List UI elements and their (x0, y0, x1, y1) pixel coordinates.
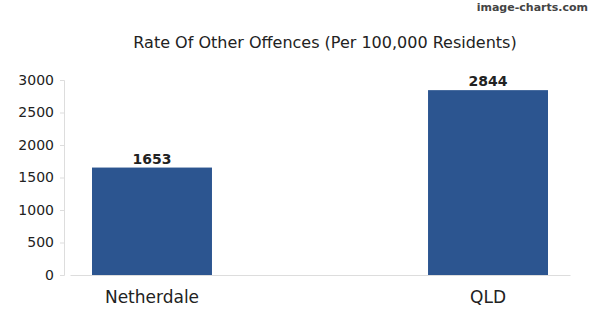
y-tick-mark (60, 243, 64, 244)
bars (92, 90, 548, 275)
y-tick-label: 1500 (18, 169, 54, 185)
y-tick: 1500 (18, 169, 64, 185)
y-tick: 2500 (18, 104, 64, 120)
y-tick-label: 1000 (18, 202, 54, 218)
y-tick: 1000 (18, 202, 64, 218)
y-tick-label: 3000 (18, 72, 54, 88)
y-tick: 500 (27, 234, 64, 250)
x-tick: Netherdale (105, 275, 199, 307)
y-tick-label: 2000 (18, 137, 54, 153)
y-tick-mark (60, 178, 64, 179)
bar (428, 90, 548, 275)
y-tick-mark (60, 113, 64, 114)
x-axis: Netherdale QLD (71, 275, 571, 307)
y-tick-mark (60, 210, 64, 211)
x-tick-label: Netherdale (105, 287, 199, 307)
y-axis: 0 500 1000 1500 2000 2500 3000 (18, 72, 64, 283)
chart: image-charts.com Rate Of Other Offences (… (0, 0, 592, 333)
data-label: 1653 (133, 151, 172, 167)
y-tick-mark (60, 145, 64, 146)
bar (92, 168, 212, 275)
y-tick-label: 2500 (18, 104, 54, 120)
y-axis-line (60, 81, 65, 276)
y-tick: 3000 (18, 72, 64, 88)
y-tick-mark (60, 275, 64, 276)
y-tick-label: 500 (27, 234, 54, 250)
y-tick: 2000 (18, 137, 64, 153)
x-tick-label: QLD (470, 287, 506, 307)
y-tick: 0 (45, 267, 64, 283)
title: Rate Of Other Offences (Per 100,000 Resi… (133, 33, 516, 52)
data-label: 2844 (469, 73, 508, 89)
data-labels: 1653 2844 (133, 73, 508, 166)
y-tick-label: 0 (45, 267, 54, 283)
x-axis-line (71, 275, 571, 276)
y-tick-mark (60, 80, 64, 81)
x-tick: QLD (470, 275, 506, 307)
annotation: image-charts.com (477, 1, 588, 14)
